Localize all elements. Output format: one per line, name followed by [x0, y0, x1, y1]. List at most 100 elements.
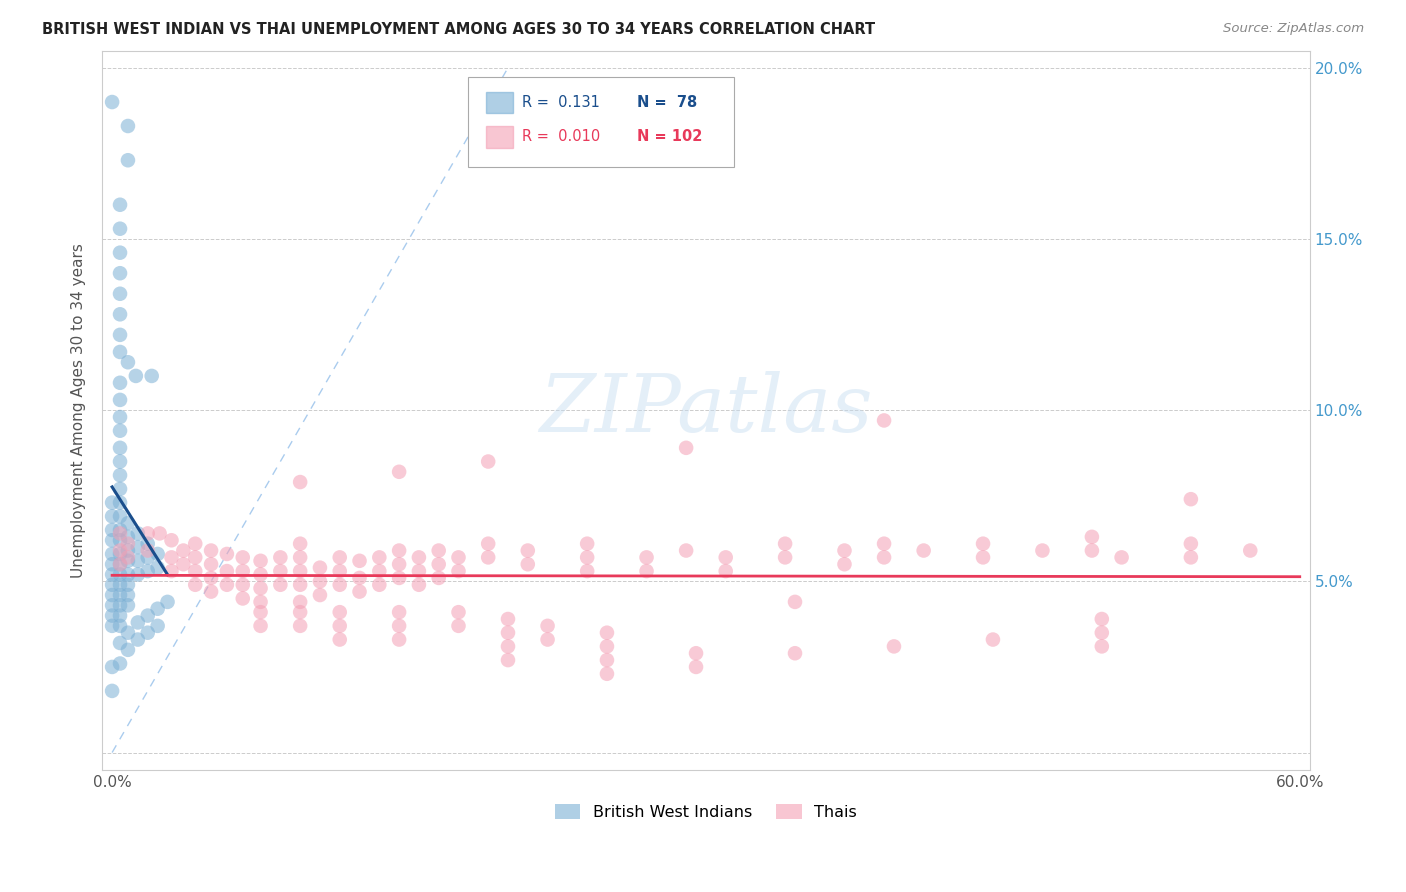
Text: N = 102: N = 102	[637, 129, 703, 145]
Point	[184, 564, 207, 578]
Point	[136, 537, 159, 551]
Point	[108, 533, 131, 548]
Point	[101, 619, 124, 633]
Point	[108, 376, 131, 390]
Text: Source: ZipAtlas.com: Source: ZipAtlas.com	[1223, 22, 1364, 36]
Point	[408, 550, 430, 565]
Point	[249, 554, 271, 568]
Point	[101, 684, 124, 698]
Point	[101, 533, 124, 548]
Point	[288, 619, 311, 633]
Point	[773, 537, 796, 551]
Point	[117, 537, 139, 551]
FancyBboxPatch shape	[468, 78, 734, 167]
Point	[101, 523, 124, 537]
Point	[576, 550, 599, 565]
Point	[125, 368, 148, 383]
Point	[1180, 550, 1202, 565]
Point	[101, 547, 124, 561]
Point	[146, 560, 169, 574]
Point	[108, 558, 131, 572]
Point	[477, 537, 499, 551]
Point	[477, 550, 499, 565]
Point	[117, 588, 139, 602]
Point	[981, 632, 1004, 647]
Point	[309, 574, 332, 589]
Point	[576, 537, 599, 551]
Point	[1091, 612, 1114, 626]
Point	[117, 567, 139, 582]
Point	[117, 355, 139, 369]
Point	[1031, 543, 1053, 558]
Point	[160, 533, 183, 548]
Point	[912, 543, 935, 558]
Point	[101, 558, 124, 572]
Point	[427, 571, 450, 585]
Point	[388, 465, 411, 479]
Point	[117, 550, 139, 565]
Point	[596, 640, 619, 654]
Point	[172, 558, 194, 572]
Point	[1081, 543, 1104, 558]
Point	[101, 588, 124, 602]
Point	[1111, 550, 1133, 565]
Point	[329, 605, 352, 619]
Point	[108, 424, 131, 438]
Point	[108, 468, 131, 483]
Point	[108, 266, 131, 280]
Point	[108, 588, 131, 602]
Point	[288, 595, 311, 609]
Point	[714, 550, 737, 565]
Point	[108, 619, 131, 633]
Point	[215, 547, 238, 561]
Point	[136, 564, 159, 578]
Point	[232, 591, 254, 606]
Point	[408, 564, 430, 578]
Point	[127, 615, 149, 630]
Point	[156, 595, 179, 609]
Point	[536, 619, 558, 633]
Point	[117, 643, 139, 657]
Point	[200, 543, 222, 558]
Point	[368, 578, 391, 592]
Point	[108, 286, 131, 301]
Point	[117, 543, 139, 558]
Point	[172, 543, 194, 558]
Point	[269, 564, 291, 578]
Point	[108, 526, 131, 541]
Point	[127, 526, 149, 541]
Point	[127, 632, 149, 647]
Point	[834, 558, 856, 572]
Point	[447, 619, 470, 633]
Point	[160, 550, 183, 565]
Point	[536, 632, 558, 647]
Point	[388, 619, 411, 633]
FancyBboxPatch shape	[486, 126, 513, 148]
Point	[269, 550, 291, 565]
Text: R =  0.010: R = 0.010	[523, 129, 600, 145]
Point	[108, 345, 131, 359]
Point	[101, 660, 124, 674]
Point	[184, 578, 207, 592]
Text: BRITISH WEST INDIAN VS THAI UNEMPLOYMENT AMONG AGES 30 TO 34 YEARS CORRELATION C: BRITISH WEST INDIAN VS THAI UNEMPLOYMENT…	[42, 22, 876, 37]
Point	[108, 509, 131, 524]
Point	[108, 221, 131, 235]
Point	[685, 660, 707, 674]
Point	[873, 413, 896, 427]
Point	[349, 571, 371, 585]
Point	[108, 608, 131, 623]
Point	[783, 646, 806, 660]
Point	[685, 646, 707, 660]
Point	[232, 578, 254, 592]
Point	[1239, 543, 1261, 558]
Point	[427, 543, 450, 558]
Text: ZIPatlas: ZIPatlas	[538, 371, 873, 449]
Point	[108, 558, 131, 572]
Point	[160, 564, 183, 578]
Point	[773, 550, 796, 565]
Point	[108, 495, 131, 509]
Point	[117, 153, 139, 168]
Point	[309, 588, 332, 602]
Point	[117, 119, 139, 133]
Point	[146, 601, 169, 615]
